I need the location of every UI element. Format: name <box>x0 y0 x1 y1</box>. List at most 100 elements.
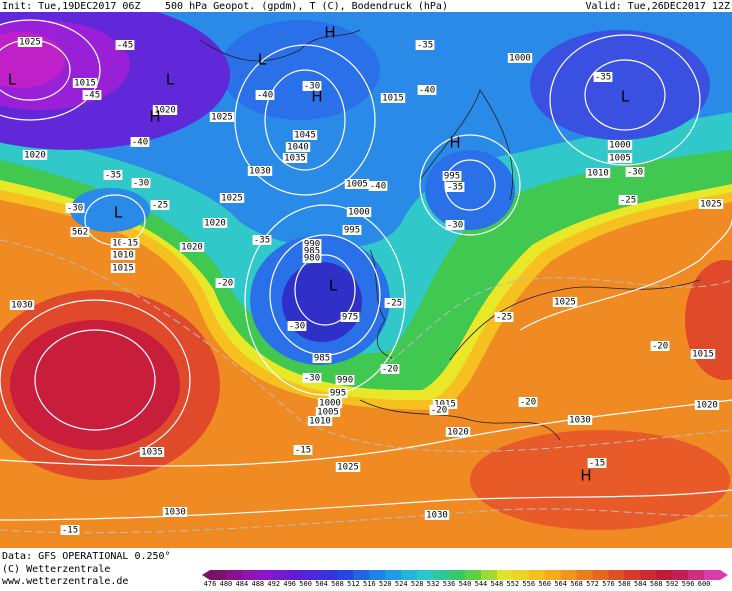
isobars <box>0 19 732 521</box>
pressure-label: 1020 <box>24 151 46 161</box>
colorbar-label: 540 <box>459 580 472 587</box>
colorbar-swatch <box>480 570 498 580</box>
temperature-label: -40 <box>257 91 273 101</box>
colorbar-swatch <box>449 570 466 580</box>
isobar <box>419 134 521 236</box>
pressure-label: 1030 <box>426 511 448 521</box>
colorbar-swatch <box>433 570 450 580</box>
colorbar-label: 556 <box>522 580 535 587</box>
colorbar-label: 476 <box>204 580 217 587</box>
colorbar-swatch <box>544 570 562 580</box>
pressure-label: 1010 <box>309 417 331 427</box>
temperature-label: -25 <box>620 196 636 206</box>
temperature-label-bg <box>518 397 538 407</box>
colorbar-label: 516 <box>363 580 376 587</box>
warm-core <box>10 320 180 450</box>
colorbar-swatch <box>289 570 307 580</box>
pressure-label-bg <box>9 300 35 310</box>
temperature-label-bg <box>150 200 170 210</box>
temperature-label-bg <box>445 220 465 230</box>
temperature-label: -45 <box>117 41 133 51</box>
pressure-label-bg <box>690 349 716 359</box>
colorbar-label: 600 <box>698 580 711 587</box>
pressure-label-bg <box>139 447 165 457</box>
temperature-label: -35 <box>105 171 121 181</box>
colorbar-end <box>202 570 210 580</box>
temperature-label: -30 <box>133 179 149 189</box>
temperature-label: -25 <box>386 299 402 309</box>
pressure-label-bg <box>694 400 720 410</box>
colorbar: 476 480 484 488 492 496 500 504 508 512 516 520 524 5… <box>202 570 728 588</box>
isotherm <box>0 239 732 452</box>
temperature-label-bg <box>368 181 388 191</box>
temperature-label: -25 <box>496 313 512 323</box>
colorbar-label: 484 <box>236 580 249 587</box>
temperature-label: -20 <box>652 342 668 352</box>
temperature-label-bg <box>415 40 435 50</box>
temperature-label-bg <box>302 373 322 383</box>
coastline <box>199 29 361 62</box>
pressure-label: 1010 <box>112 251 134 261</box>
pressure-label: 1030 <box>164 508 186 518</box>
colorbar-swatch <box>321 570 338 580</box>
temperature-label: -30 <box>304 374 320 384</box>
temperature-label-bg <box>60 525 80 535</box>
pressure-label-bg <box>585 168 611 178</box>
pressure-label: 1000 <box>319 399 341 409</box>
colorbar-label: 500 <box>299 580 312 587</box>
temperature-label-bg <box>650 341 670 351</box>
temperature-label-bg <box>494 312 514 322</box>
isobar <box>34 329 156 431</box>
pressure-center: H <box>311 88 322 106</box>
pressure-label: 1015 <box>74 79 96 89</box>
pressure-label: 975 <box>342 313 358 323</box>
colorbar-label: 536 <box>443 580 456 587</box>
temperature-label-bg <box>417 85 437 95</box>
pressure-label-bg <box>202 218 228 228</box>
colorbar-swatch <box>528 570 546 580</box>
pressure-label-bg <box>285 142 311 152</box>
pressure-label: 1015 <box>692 350 714 360</box>
temperature-label-bg <box>302 81 322 91</box>
isobar <box>549 34 701 166</box>
colorbar-swatch <box>592 570 609 580</box>
isobar <box>0 299 191 461</box>
pressure-label-bg <box>552 297 578 307</box>
pressure-label-bg <box>312 353 332 363</box>
colorbar-label: 492 <box>267 580 280 587</box>
pressure-label: 1020 <box>154 106 176 116</box>
header-bar <box>0 0 732 12</box>
temperature-label-bg <box>255 90 275 100</box>
pressure-label: 1030 <box>569 416 591 426</box>
isotherm <box>0 508 732 534</box>
pressure-label-bg <box>162 507 188 517</box>
pressure-label: 1020 <box>447 428 469 438</box>
temperature-label: -15 <box>295 446 311 456</box>
colorbar-label: 532 <box>427 580 440 587</box>
temperature-label-bg <box>215 278 235 288</box>
warm-area <box>470 430 730 530</box>
pressure-label-bg <box>302 246 322 256</box>
pressure-label: 1020 <box>204 219 226 229</box>
pressure-label-bg <box>219 193 245 203</box>
pressure-label: 980 <box>304 254 320 264</box>
colorbar-label: 480 <box>220 580 233 587</box>
colorbar-swatch <box>704 570 721 580</box>
pressure-label-bg <box>442 171 462 181</box>
pressure-label-bg <box>698 199 724 209</box>
isobar <box>0 489 732 521</box>
colorbar-swatch <box>385 570 402 580</box>
isobar <box>444 159 496 211</box>
pressure-center: L <box>166 71 175 89</box>
colorbar-swatch <box>417 570 434 580</box>
temperature-label: -20 <box>431 406 447 416</box>
temperature-label-bg <box>115 40 135 50</box>
pressure-center: H <box>149 108 160 126</box>
isotherm <box>379 277 732 371</box>
pressure-label-bg <box>346 207 372 217</box>
pressure-label: 1035 <box>284 154 306 164</box>
pressure-label: 1025 <box>554 298 576 308</box>
coastline <box>449 279 701 361</box>
colorbar-label: 564 <box>554 580 567 587</box>
pressure-label: 985 <box>304 247 320 257</box>
